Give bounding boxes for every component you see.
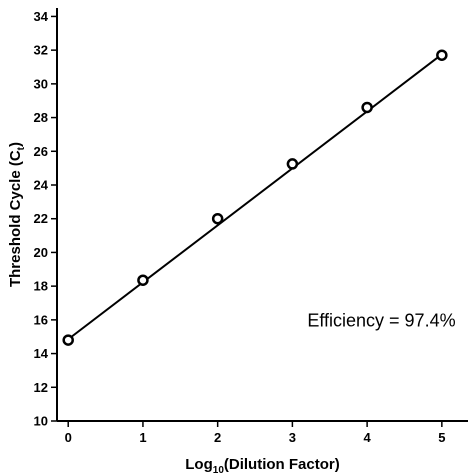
x-tick-label: 5 (438, 430, 445, 445)
axes (56, 8, 468, 422)
data-points (62, 49, 448, 346)
data-point (436, 49, 448, 61)
x-tick-label: 2 (214, 430, 221, 445)
data-point (62, 334, 74, 346)
x-axis-title-rest: (Dilution Factor) (224, 456, 340, 473)
y-tick-label: 22 (34, 211, 48, 226)
y-tick-label: 30 (34, 76, 48, 91)
data-point (286, 158, 299, 170)
y-tick-label: 26 (34, 144, 48, 159)
y-tick-label: 32 (34, 43, 48, 58)
x-axis-title: Log10(Dilution Factor) (185, 456, 339, 476)
y-tick-label: 14 (34, 346, 49, 361)
y-axis-title: Threshold Cycle (Ct) (7, 142, 27, 287)
y-tick-label: 24 (34, 178, 49, 193)
y-axis-title-main: Threshold Cycle (C (7, 150, 24, 287)
data-point (361, 101, 373, 114)
y-tick-label: 18 (34, 279, 48, 294)
y-tick-label: 10 (34, 414, 48, 429)
y-axis-title-rest: ) (7, 142, 24, 147)
efficiency-annotation: Efficiency = 97.4% (307, 311, 455, 331)
y-tick-label: 34 (34, 9, 49, 24)
x-axis-title-main: Log (185, 456, 213, 473)
y-axis-title-subscript: t (16, 146, 27, 150)
x-tick-label: 1 (139, 430, 146, 445)
y-tick-label: 28 (34, 110, 48, 125)
fit-line-group (67, 53, 443, 341)
x-tick-label: 4 (364, 430, 372, 445)
y-tick-label: 20 (34, 245, 48, 260)
data-point (137, 274, 149, 286)
x-tick-label: 0 (65, 430, 72, 445)
data-point (211, 212, 224, 225)
y-tick-label: 12 (34, 380, 48, 395)
fit-line (67, 53, 443, 341)
x-axis-title-subscript: 10 (213, 465, 225, 476)
y-tick-label: 16 (34, 312, 48, 327)
x-tick-label: 3 (289, 430, 296, 445)
